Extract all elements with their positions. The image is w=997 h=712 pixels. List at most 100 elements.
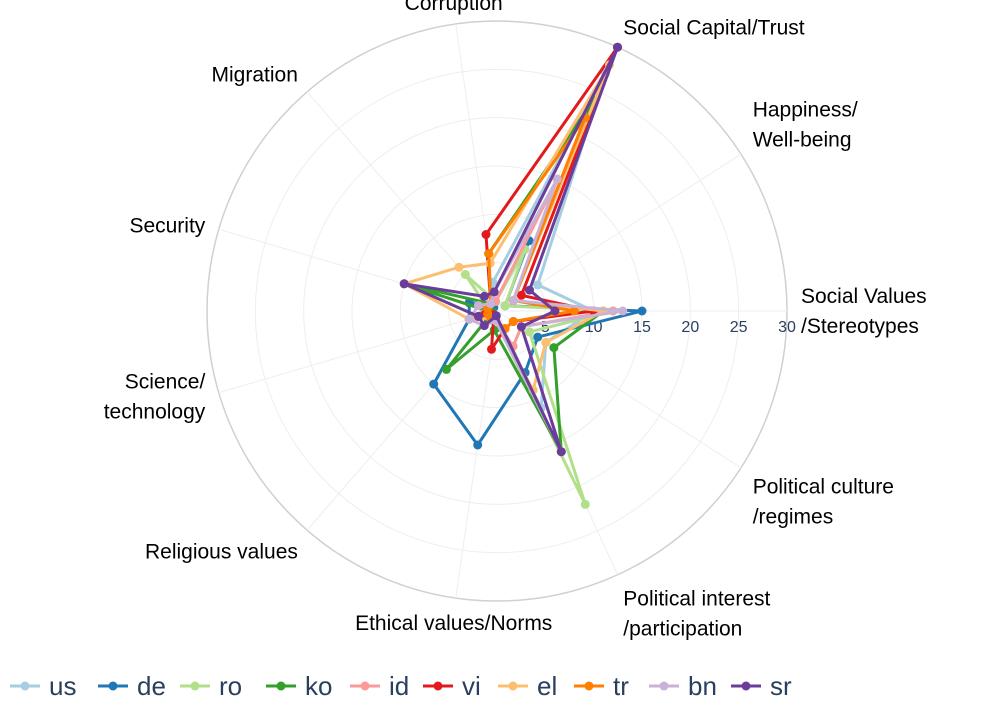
legend-swatch-marker xyxy=(190,681,200,691)
legend-swatch-marker xyxy=(508,681,518,691)
legend-swatch-marker xyxy=(659,681,669,691)
data-point-ro xyxy=(460,270,470,279)
legend-label: id xyxy=(389,671,409,701)
category-label: Religious values xyxy=(145,541,298,564)
data-point-ro xyxy=(500,301,510,311)
data-point-us xyxy=(533,280,543,290)
data-point-sr xyxy=(525,285,534,295)
spoke-line xyxy=(218,228,498,312)
spoke-line xyxy=(455,310,498,599)
legend-swatch-marker xyxy=(20,681,30,691)
category-label: Security xyxy=(129,214,205,237)
legend-label: bn xyxy=(688,671,717,701)
category-label: Migration xyxy=(212,63,298,86)
data-point-bn xyxy=(618,306,628,316)
legend-swatch-marker xyxy=(584,681,594,691)
legend-item-us[interactable]: us xyxy=(10,671,76,701)
data-point-ko xyxy=(441,364,451,374)
data-point-el xyxy=(541,337,551,347)
legend-label: sr xyxy=(770,671,792,701)
data-point-bn xyxy=(464,314,474,324)
legend-swatch-marker xyxy=(433,681,443,691)
radial-tick-label: 15 xyxy=(633,319,651,336)
legend-swatch-marker xyxy=(360,681,370,691)
legend-item-sr[interactable]: sr xyxy=(731,671,792,701)
radial-tick-label: 30 xyxy=(778,319,796,336)
category-label: Political interest/participation xyxy=(623,588,770,641)
category-label-line: /participation xyxy=(623,618,742,641)
data-point-vi xyxy=(481,230,491,239)
data-point-de xyxy=(533,332,543,342)
category-label: Science/technology xyxy=(104,371,206,424)
legend-label: vi xyxy=(462,671,481,701)
legend-item-ko[interactable]: ko xyxy=(266,671,332,701)
data-point-tr xyxy=(508,317,518,326)
data-point-sr xyxy=(473,311,483,321)
category-label-line: Social Values xyxy=(801,285,927,308)
category-label-line: Well-being xyxy=(753,129,852,152)
data-point-sr xyxy=(489,287,499,297)
radar-series xyxy=(399,42,647,509)
category-label: Social Values/Stereotypes xyxy=(801,285,927,338)
data-point-de xyxy=(473,440,483,450)
legend-item-tr[interactable]: tr xyxy=(574,671,629,701)
data-point-bn xyxy=(508,296,518,305)
legend-item-id[interactable]: id xyxy=(350,671,409,701)
legend-label: us xyxy=(49,671,76,701)
data-point-sr xyxy=(550,306,560,316)
series-line-sr xyxy=(402,45,619,454)
category-label-line: Political interest xyxy=(623,588,770,611)
series-sr[interactable] xyxy=(399,42,622,457)
data-point-bn xyxy=(473,301,483,311)
category-label-line: Ethical values/Norms xyxy=(355,612,552,635)
legend-swatch-marker xyxy=(108,681,118,691)
category-label-line: /regimes xyxy=(753,505,834,528)
category-label: Happiness/Well-being xyxy=(753,99,858,152)
data-point-el xyxy=(454,262,464,272)
data-point-sr xyxy=(613,42,622,52)
legend-item-el[interactable]: el xyxy=(498,671,557,701)
legend-label: tr xyxy=(613,671,629,701)
radial-tick-label: 25 xyxy=(730,319,748,336)
data-point-sr xyxy=(479,321,489,331)
data-point-vi xyxy=(487,344,496,354)
legend-item-vi[interactable]: vi xyxy=(423,671,481,701)
data-point-de xyxy=(429,379,439,389)
legend-label: ro xyxy=(219,671,242,701)
legend-item-bn[interactable]: bn xyxy=(649,671,717,701)
category-label-line: /Stereotypes xyxy=(801,315,919,338)
legend-swatch-marker xyxy=(741,681,751,691)
series-line-el xyxy=(402,63,611,392)
legend-swatch-marker xyxy=(276,681,286,691)
category-labels: Social Values/Stereotypes Happiness/Well-… xyxy=(104,0,927,641)
data-point-sr xyxy=(556,447,566,457)
legend-label: el xyxy=(537,671,557,701)
category-label-line: Happiness/ xyxy=(753,99,858,122)
data-point-tr xyxy=(484,249,494,259)
data-point-de xyxy=(637,306,647,316)
legend-label: ko xyxy=(305,671,332,701)
category-label: Social Capital/Trust xyxy=(623,17,804,40)
category-label-line: Corruption xyxy=(405,0,503,15)
data-point-ro xyxy=(580,499,590,509)
data-point-sr xyxy=(479,291,489,301)
legend[interactable]: us de ro ko id vi el tr bn sr xyxy=(10,671,792,701)
data-point-vi xyxy=(516,290,526,300)
category-label-line: Migration xyxy=(212,63,298,86)
spoke-line xyxy=(218,310,498,394)
legend-item-de[interactable]: de xyxy=(98,671,166,701)
radial-tick-label: 20 xyxy=(681,319,699,336)
data-point-bn xyxy=(486,299,496,309)
data-point-sr xyxy=(399,279,409,289)
data-point-ro xyxy=(525,327,534,337)
data-point-ko xyxy=(549,343,559,353)
category-label-line: Security xyxy=(129,214,205,237)
category-label-line: Social Capital/Trust xyxy=(623,17,804,40)
category-label-line: Science/ xyxy=(125,371,206,394)
legend-item-ro[interactable]: ro xyxy=(180,671,242,701)
spoke-line xyxy=(496,153,742,312)
category-label: Corruption xyxy=(405,0,503,15)
data-point-sr xyxy=(491,311,501,321)
category-label: Ethical values/Norms xyxy=(355,612,552,635)
